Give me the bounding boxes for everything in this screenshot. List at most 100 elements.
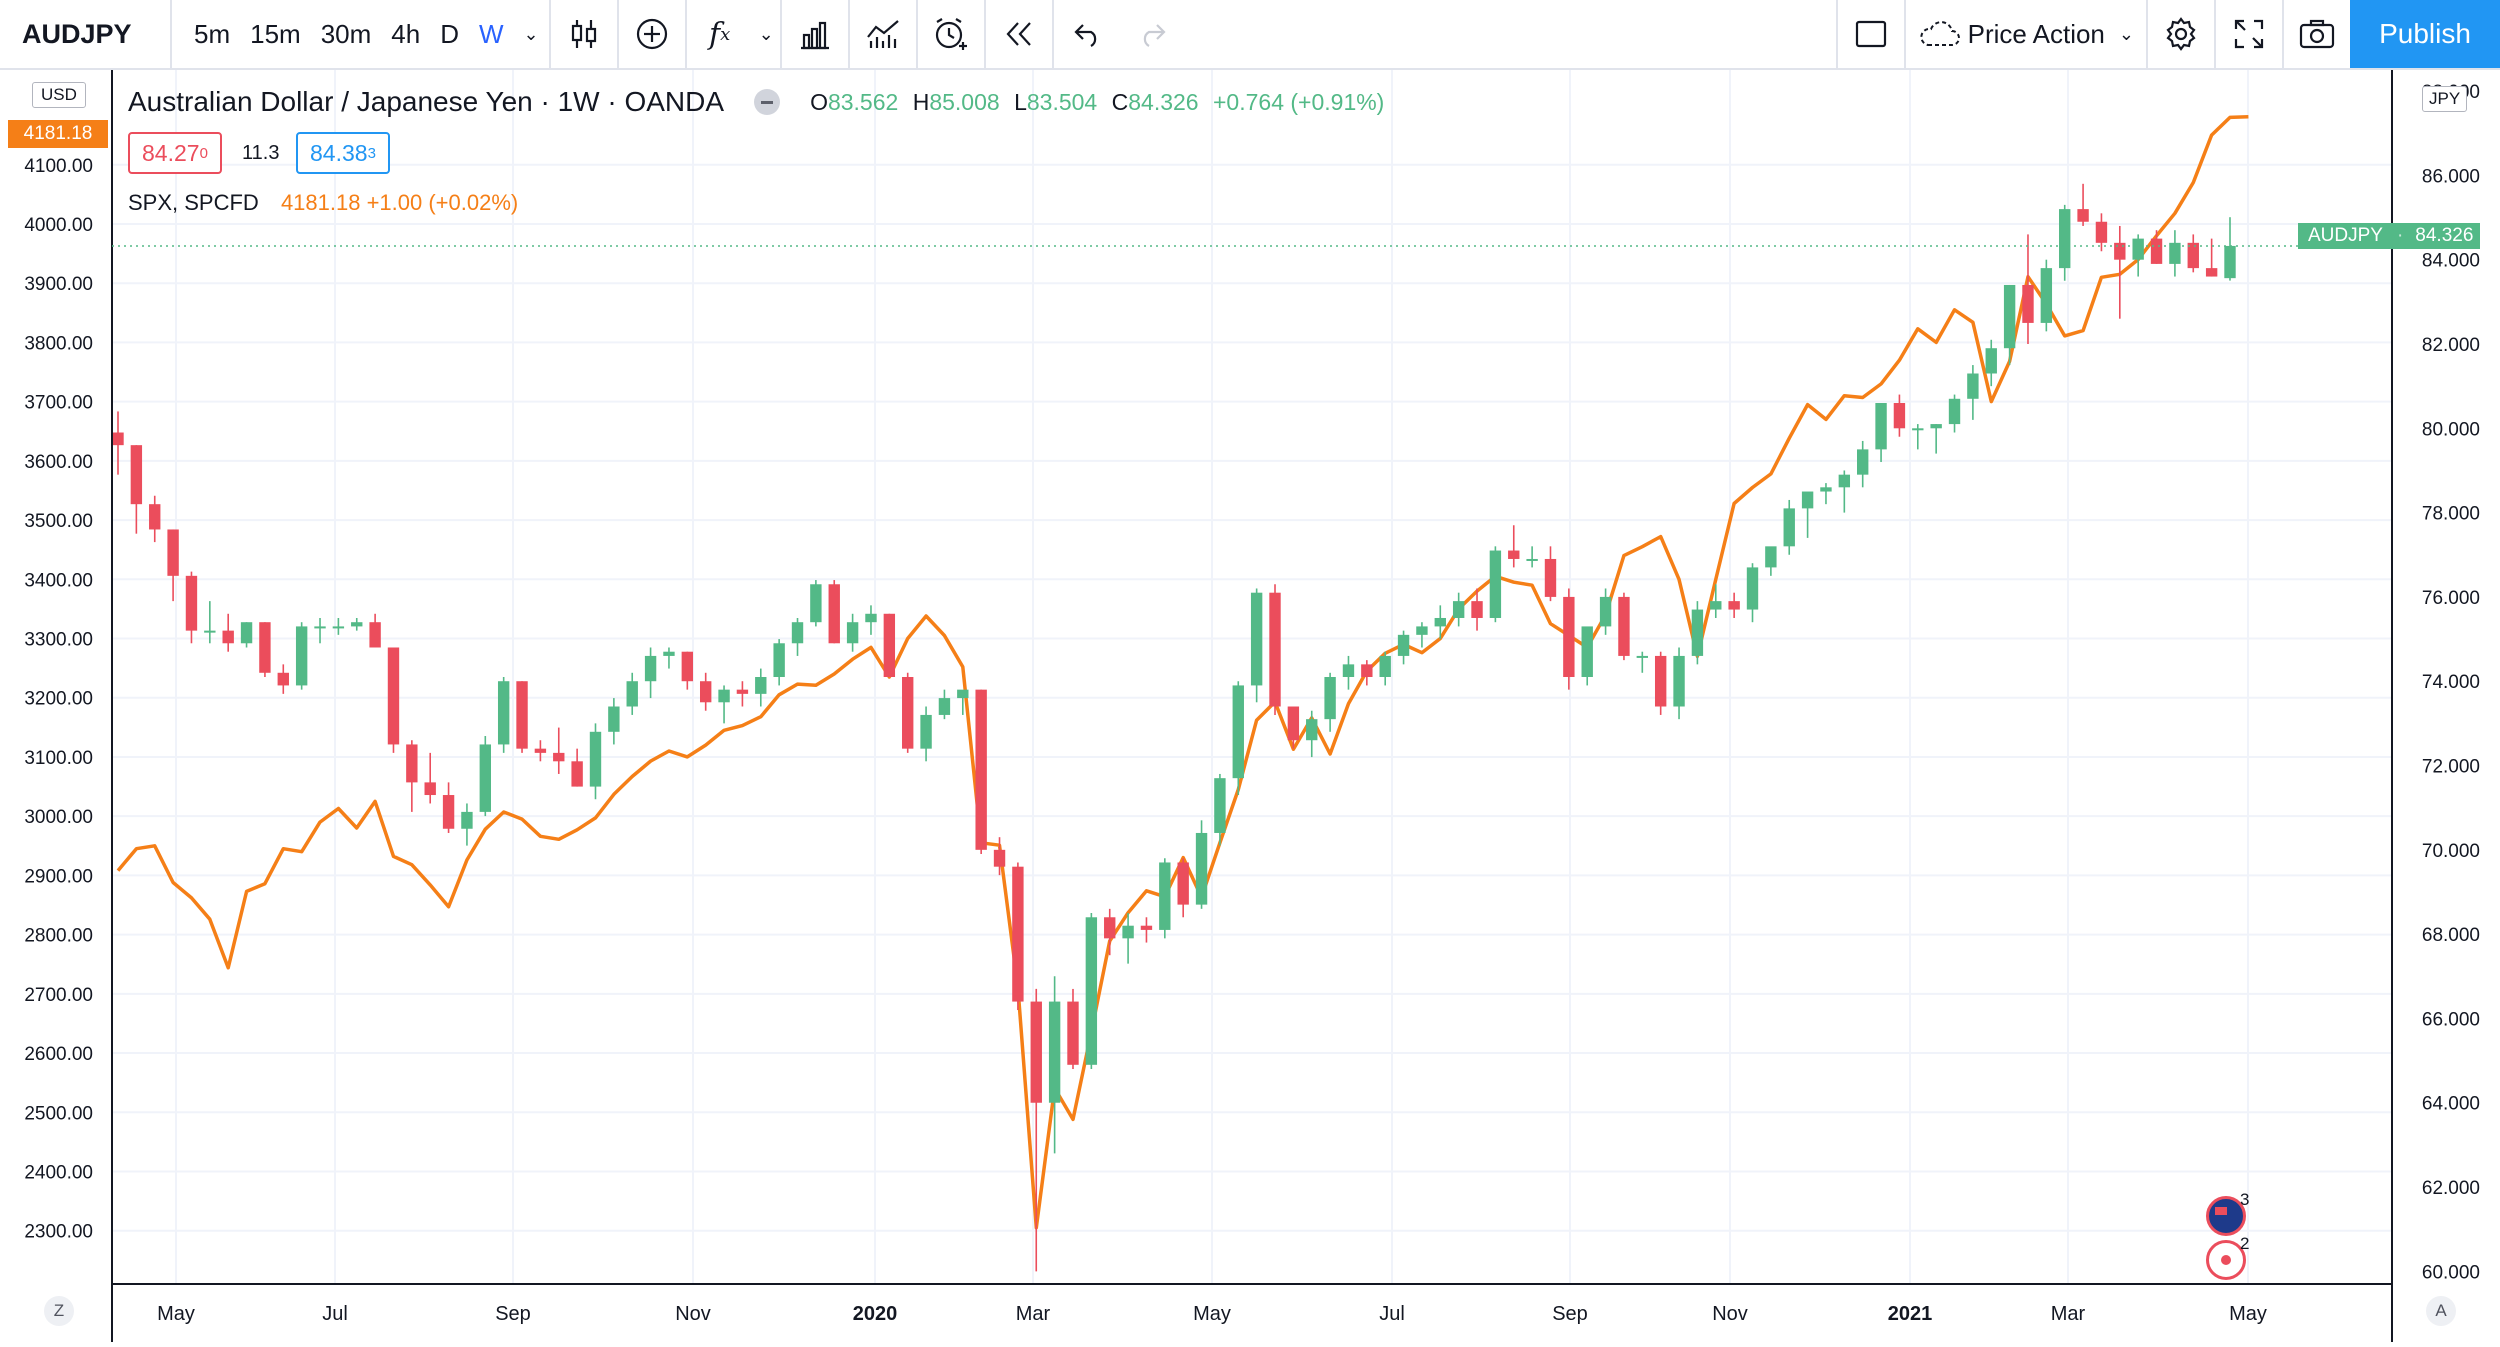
left-scale-z-button[interactable]: Z [44, 1296, 74, 1326]
interval-5m[interactable]: 5m [194, 18, 231, 49]
template-selector[interactable]: Price Action ⌄ [1906, 0, 2146, 68]
candle [681, 651, 694, 690]
divider [170, 0, 172, 68]
candles-chart-type-icon[interactable] [551, 0, 617, 68]
candle-body [1563, 596, 1575, 677]
buy-price-box[interactable]: 84.38 3 [296, 132, 390, 174]
divider [1903, 0, 1906, 68]
candle-body [1324, 677, 1336, 720]
candle [1214, 773, 1226, 846]
candle [185, 571, 198, 644]
indicators-dropdown-chevron-icon[interactable]: ⌄ [758, 23, 774, 44]
candle [1985, 339, 1997, 387]
candle [332, 617, 345, 635]
legend-title[interactable]: Australian Dollar / Japanese Yen · 1W · … [128, 86, 725, 117]
interval-15m[interactable]: 15m [250, 18, 301, 49]
candle-body [755, 677, 767, 694]
auto-scale-a-button[interactable]: A [2426, 1296, 2456, 1326]
candle-body [1489, 550, 1502, 618]
candle-body [810, 584, 822, 623]
legend-hide-icon[interactable] [754, 89, 781, 115]
candle [1140, 917, 1153, 943]
compare-plus-icon[interactable] [619, 0, 685, 68]
publish-button[interactable]: Publish [2350, 0, 2500, 68]
candle [1250, 588, 1263, 703]
replay-rewind-icon[interactable] [986, 0, 1052, 68]
right-axis-tick: 80.000 [2422, 419, 2480, 440]
left-axis-tick: 2800.00 [24, 926, 93, 947]
candle [204, 601, 216, 644]
candle [1030, 988, 1042, 1272]
candle-body [2224, 245, 2236, 279]
candle [571, 748, 583, 787]
candle-body [1912, 428, 1924, 431]
candle-body [259, 622, 271, 673]
price-chart[interactable]: 4100.00 4000.00 3900.00 3800.00 3700.00 3600.… [0, 70, 2500, 1342]
candle [1324, 672, 1336, 732]
candle [1746, 563, 1759, 623]
redo-icon[interactable] [1120, 0, 1186, 68]
candle-body [1397, 634, 1410, 656]
candle [240, 622, 253, 648]
candle-body [1838, 474, 1851, 488]
financials-bars-icon[interactable] [782, 0, 848, 68]
candle-body [644, 655, 657, 682]
alert-clock-icon[interactable] [918, 0, 984, 68]
candle [1397, 630, 1410, 665]
overlay-value: 4181.18 +1.00 (+0.02%) [280, 190, 519, 215]
ideas-chart-icon[interactable] [850, 0, 916, 68]
candle-body [975, 689, 987, 850]
candle [130, 445, 143, 534]
right-axis-tick: 76.000 [2422, 588, 2480, 609]
candle [1563, 588, 1575, 690]
interval-dropdown-chevron-icon[interactable]: ⌄ [523, 23, 539, 44]
interval-w[interactable]: W [478, 18, 504, 49]
candle [1710, 584, 1722, 618]
sell-price-box[interactable]: 84.27 0 [128, 132, 222, 174]
candle [1967, 365, 1979, 420]
candle [1875, 403, 1887, 463]
chart-area[interactable]: 4100.00 4000.00 3900.00 3800.00 3700.00 3600.… [0, 70, 2500, 1342]
template-chevron-icon: ⌄ [2118, 23, 2134, 44]
australia-event-flag-icon[interactable] [2206, 1196, 2246, 1236]
left-axis-tick: 2400.00 [24, 1162, 93, 1183]
settings-gear-icon[interactable] [2148, 0, 2214, 68]
candle [112, 411, 124, 475]
japan-event-flag-icon[interactable] [2206, 1240, 2246, 1280]
candle-body [718, 689, 730, 703]
interval-d[interactable]: D [440, 18, 459, 49]
time-axis-label: Nov [675, 1303, 711, 1325]
candle [167, 529, 179, 602]
candle-body [736, 689, 749, 694]
fullscreen-box-icon[interactable] [1838, 0, 1904, 68]
candle-body [1434, 617, 1446, 627]
left-currency-badge[interactable]: USD [32, 82, 86, 108]
candle-body [902, 677, 914, 749]
left-axis-tick: 3500.00 [24, 511, 93, 532]
interval-30m[interactable]: 30m [320, 18, 372, 49]
candle-body [1654, 655, 1667, 707]
undo-icon[interactable] [1054, 0, 1120, 68]
symbol-search[interactable]: AUDJPY [22, 18, 132, 49]
snapshot-camera-icon[interactable] [2284, 0, 2350, 68]
candle-body [497, 681, 510, 745]
candle [497, 677, 510, 753]
candle [1452, 592, 1465, 627]
candle [1104, 908, 1116, 956]
candle-body [2022, 284, 2034, 323]
candle-body [461, 811, 473, 829]
right-axis-tick: 84.000 [2422, 251, 2480, 272]
candle-body [1581, 626, 1593, 677]
candle [2022, 234, 2034, 344]
candle-body [608, 706, 620, 732]
interval-4h[interactable]: 4h [391, 18, 421, 49]
candle-body [1012, 866, 1024, 1002]
divider [684, 0, 687, 68]
candle [663, 647, 675, 669]
time-axis-label: 2021 [1888, 1303, 1933, 1325]
legend-overlay[interactable]: SPX, SPCFD 4181.18 +1.00 (+0.02%) [128, 190, 518, 216]
expand-arrows-icon[interactable] [2216, 0, 2282, 68]
left-axis-tick: 3100.00 [24, 748, 93, 769]
right-currency-badge[interactable]: JPY [2422, 86, 2468, 112]
